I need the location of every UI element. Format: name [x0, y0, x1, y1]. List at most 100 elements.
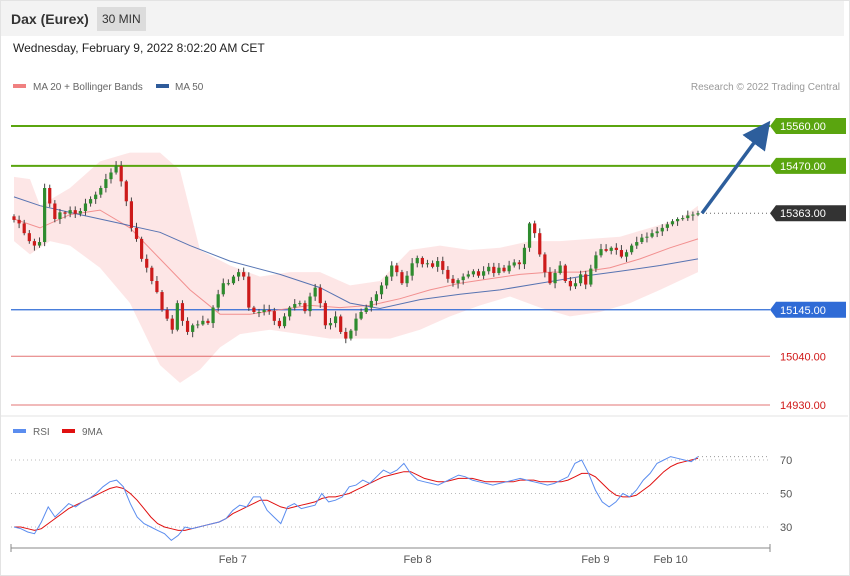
chart-datetime: Wednesday, February 9, 2022 8:02:20 AM C… — [13, 41, 265, 55]
price-label-pivot: 15145.00 — [770, 301, 846, 318]
candle — [425, 259, 430, 268]
candle — [165, 307, 169, 322]
candle-body — [476, 271, 481, 276]
candle — [196, 320, 200, 329]
candle-body — [293, 304, 297, 308]
candle-body — [298, 303, 302, 305]
candle-body — [22, 223, 26, 234]
candles — [12, 161, 700, 344]
candle-body — [318, 287, 322, 304]
candle — [267, 304, 271, 315]
candle-body — [354, 318, 358, 331]
x-tick-label: Feb 8 — [403, 554, 431, 566]
candle — [150, 265, 154, 285]
candle-body — [231, 276, 236, 284]
candle-body — [482, 271, 486, 276]
candle — [369, 297, 373, 312]
candle-body — [420, 257, 424, 265]
candle-body — [160, 292, 164, 310]
bollinger-fill — [14, 152, 698, 383]
candle — [262, 304, 266, 316]
candle — [277, 318, 282, 329]
candle-body — [109, 172, 113, 180]
candle-body — [456, 280, 460, 284]
candle — [226, 279, 230, 286]
candle — [415, 255, 419, 268]
candle-body — [686, 215, 690, 219]
candle-body — [43, 188, 47, 243]
candle — [441, 256, 445, 275]
candle-body — [599, 249, 603, 256]
x-axis: Feb 7 Feb 8 Feb 9 Feb 10 — [10, 544, 771, 566]
candle — [533, 220, 537, 238]
candle — [155, 276, 159, 294]
candle-body — [543, 254, 547, 273]
candle — [272, 307, 276, 326]
timeframe-button[interactable]: 30 MIN — [97, 7, 146, 31]
candle-body — [675, 219, 680, 222]
candle-body — [211, 307, 215, 324]
candle — [313, 283, 317, 301]
candle — [609, 246, 613, 255]
candle-body — [124, 181, 128, 202]
candle-body — [175, 303, 179, 330]
candle-body — [277, 320, 282, 327]
candle-body — [405, 275, 409, 284]
candle-body — [691, 214, 695, 216]
candle — [344, 327, 348, 344]
candle — [349, 328, 353, 341]
candle-body — [681, 218, 685, 220]
candle-body — [604, 249, 608, 251]
candle — [293, 299, 297, 311]
candle-body — [487, 266, 491, 272]
candle — [175, 300, 179, 332]
candle — [599, 243, 603, 258]
candle — [670, 219, 675, 227]
candle-body — [119, 165, 123, 182]
candle-body — [206, 320, 210, 324]
candle — [466, 270, 470, 279]
candle-body — [619, 250, 624, 257]
x-tick-label: Feb 7 — [219, 554, 247, 566]
candle — [12, 214, 16, 223]
candle — [201, 315, 205, 326]
candle-body — [630, 245, 634, 253]
candle — [323, 300, 327, 329]
legend-label-rsi: RSI — [33, 427, 50, 438]
price-legend: MA 20 + Bollinger Bands MA 50 — [13, 82, 204, 93]
candle-body — [430, 263, 435, 267]
candle — [553, 269, 557, 289]
candle-body — [635, 242, 639, 246]
candle-body — [400, 272, 404, 284]
candle-body — [379, 285, 384, 295]
candle-body — [68, 210, 72, 214]
candle — [563, 263, 567, 284]
candle — [410, 258, 414, 281]
candle — [53, 200, 57, 223]
candle — [461, 273, 465, 285]
x-tick-label: Feb 9 — [581, 554, 609, 566]
candle — [333, 311, 338, 328]
price-label-box — [770, 205, 846, 222]
price-label-support: 15040.00 — [780, 351, 826, 363]
candle-body — [191, 325, 195, 332]
candle-body — [578, 274, 583, 284]
candle — [63, 210, 67, 219]
candle-body — [145, 258, 149, 268]
candle — [99, 185, 103, 198]
candle-body — [99, 188, 103, 195]
candle-body — [507, 265, 511, 272]
candle-body — [660, 227, 664, 232]
candle-body — [313, 287, 317, 297]
candle — [328, 317, 333, 330]
candle — [252, 305, 256, 315]
candle-body — [538, 233, 542, 255]
candle-body — [27, 233, 31, 242]
candle — [681, 215, 685, 221]
candle-body — [150, 267, 154, 281]
candle — [436, 257, 440, 272]
candle-body — [415, 257, 419, 264]
candle-body — [180, 303, 185, 321]
candle — [614, 243, 618, 255]
candle-body — [242, 272, 246, 277]
